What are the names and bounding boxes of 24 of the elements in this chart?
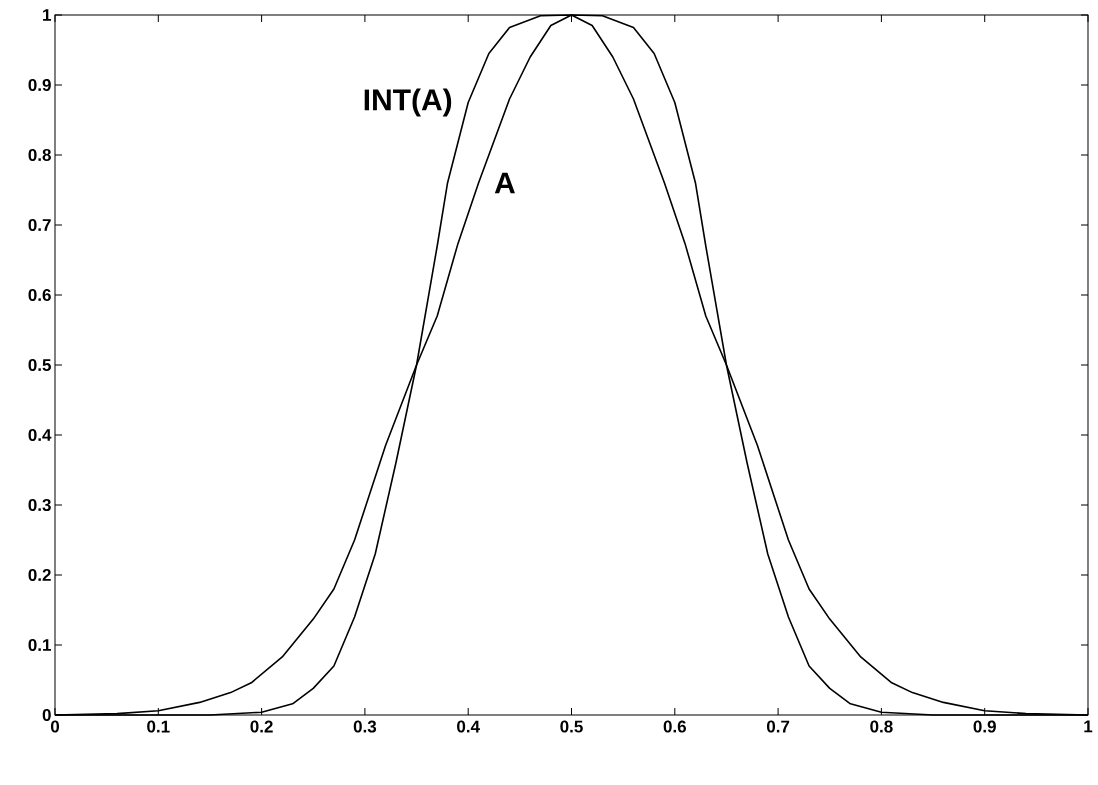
x-tick-label: 0.4 xyxy=(457,720,480,733)
x-tick-label: 0.3 xyxy=(353,720,377,733)
x-tick-label: 0.1 xyxy=(147,720,170,733)
x-tick-label: 0.9 xyxy=(973,720,996,733)
y-tick-label: 0.3 xyxy=(28,498,51,512)
series-label: INT(A) xyxy=(364,88,452,117)
y-tick-label: 0.5 xyxy=(28,358,51,372)
x-tick-label: 0 xyxy=(50,720,60,733)
x-tick-label: 0.6 xyxy=(663,720,687,733)
series-label: A xyxy=(494,172,515,194)
y-tick-label: 0.8 xyxy=(28,148,51,162)
y-tick-label: 0 xyxy=(42,708,51,722)
y-tick-label: 0.1 xyxy=(28,638,51,652)
x-tick-label: 1 xyxy=(1084,720,1093,733)
x-tick-label: 0.2 xyxy=(250,720,273,733)
y-tick-label: 0.2 xyxy=(28,568,51,582)
x-tick-label: 0.8 xyxy=(870,720,893,733)
y-tick-label: 0.4 xyxy=(28,428,52,442)
y-tick-label: 0.6 xyxy=(28,288,51,302)
x-tick-label: 0.7 xyxy=(766,720,790,733)
y-tick-label: 1 xyxy=(43,9,51,21)
y-tick-label: 0.7 xyxy=(28,218,51,232)
x-tick-label: 0.5 xyxy=(560,720,583,733)
y-tick-label: 0.9 xyxy=(28,78,51,92)
